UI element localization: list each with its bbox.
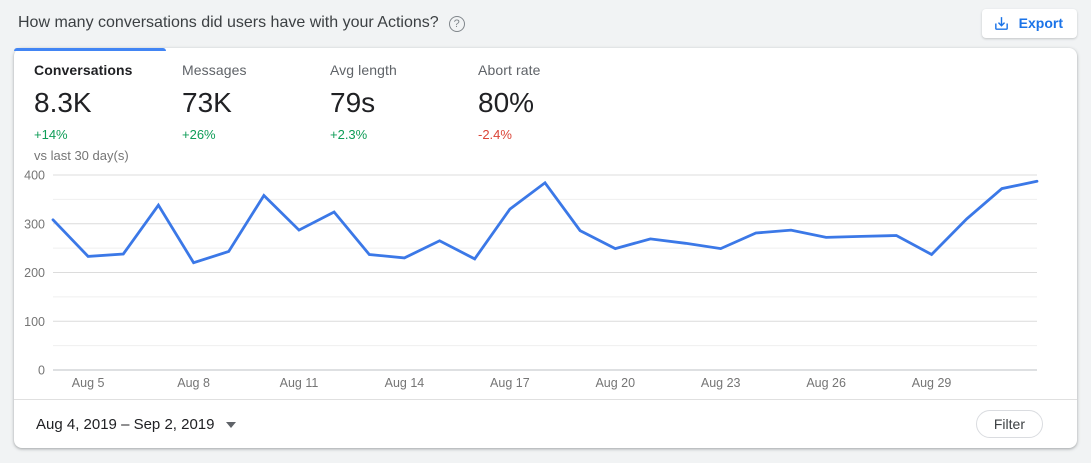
conversations-line-chart[interactable]: 0 100 200 300 400 Aug 5 Aug 8 Aug 11 Aug 14 Aug 1… <box>14 148 1077 399</box>
metric-delta: +2.3% <box>330 127 368 142</box>
header-bar: How many conversations did users have wi… <box>0 0 1091 46</box>
download-icon <box>993 15 1010 32</box>
x-axis-tick-label: Aug 29 <box>912 376 952 390</box>
metric-tabs: Conversations 8.3K +14% vs last 30 day(s… <box>14 48 1077 163</box>
y-axis-tick-label: 300 <box>24 217 45 231</box>
x-axis-tick-label: Aug 8 <box>177 376 210 390</box>
chevron-down-icon <box>226 422 237 428</box>
active-tab-indicator <box>14 48 166 51</box>
filter-button[interactable]: Filter <box>975 410 1043 438</box>
analytics-card: Conversations 8.3K +14% vs last 30 day(s… <box>14 48 1077 448</box>
metric-label: Conversations <box>34 62 133 78</box>
date-range-label: Aug 4, 2019 – Sep 2, 2019 <box>36 415 215 433</box>
y-axis-tick-label: 400 <box>24 169 45 183</box>
tab-conversations[interactable]: Conversations 8.3K +14% vs last 30 day(s… <box>34 62 182 163</box>
x-axis-tick-label: Aug 14 <box>385 376 425 390</box>
metric-delta: +14% <box>34 127 68 142</box>
x-axis-tick-label: Aug 5 <box>72 376 105 390</box>
metric-label: Abort rate <box>478 62 541 78</box>
metric-delta: -2.4% <box>478 127 512 142</box>
y-axis-tick-label: 100 <box>24 315 45 329</box>
date-range-selector[interactable]: Aug 4, 2019 – Sep 2, 2019 <box>36 415 237 433</box>
x-axis-tick-label: Aug 20 <box>595 376 635 390</box>
export-button-label: Export <box>1018 15 1063 31</box>
card-footer: Aug 4, 2019 – Sep 2, 2019 Filter <box>14 399 1077 448</box>
x-axis-tick-label: Aug 11 <box>280 376 319 390</box>
x-axis-tick-label: Aug 23 <box>701 376 741 390</box>
tab-abort-rate[interactable]: Abort rate 80% -2.4% <box>478 62 626 148</box>
tab-messages[interactable]: Messages 73K +26% <box>182 62 330 148</box>
metric-label: Messages <box>182 62 247 78</box>
page-title: How many conversations did users have wi… <box>18 14 439 31</box>
comparison-note: vs last 30 day(s) <box>34 148 129 163</box>
tab-avg-length[interactable]: Avg length 79s +2.3% <box>330 62 478 148</box>
export-button[interactable]: Export <box>981 8 1077 38</box>
metric-label: Avg length <box>330 62 397 78</box>
metric-value: 8.3K <box>34 87 92 118</box>
metric-value: 73K <box>182 87 232 118</box>
x-axis-tick-label: Aug 17 <box>490 376 530 390</box>
y-axis-tick-label: 200 <box>24 266 45 280</box>
metric-value: 79s <box>330 87 376 118</box>
help-icon[interactable]: ? <box>448 16 465 32</box>
chart-canvas[interactable]: 0 100 200 300 400 Aug 5 Aug 8 Aug 11 Aug 14 Aug 1… <box>14 148 1077 399</box>
x-axis-tick-label: Aug 26 <box>806 376 846 390</box>
metric-value: 80% <box>478 87 535 118</box>
conversations-series-line <box>51 179 1039 265</box>
y-axis-tick-label: 0 <box>38 364 45 378</box>
metric-delta: +26% <box>182 127 216 142</box>
